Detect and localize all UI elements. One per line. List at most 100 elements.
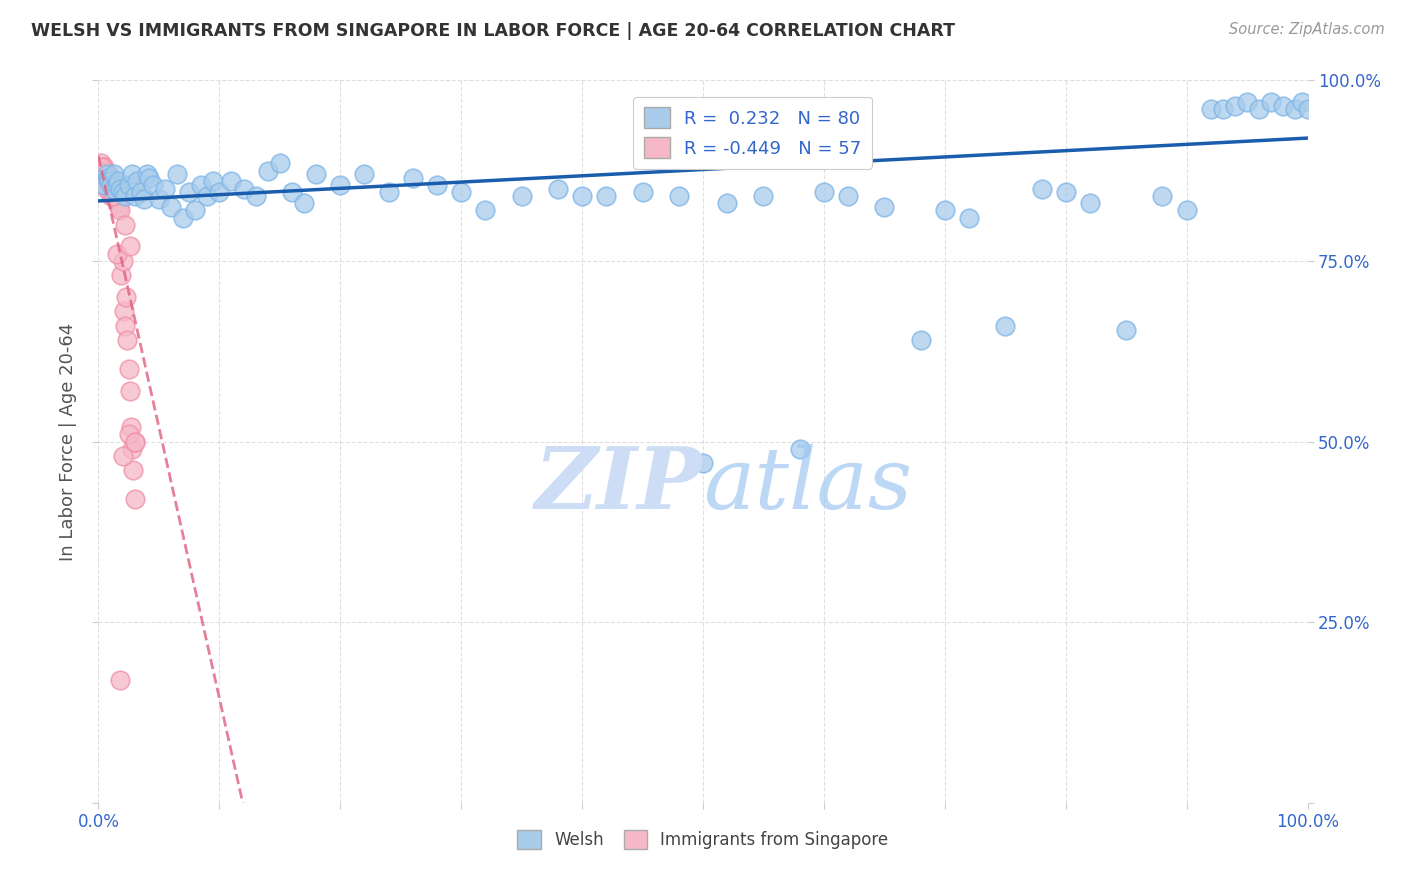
Point — [510, 189, 533, 203]
Point — [1272, 98, 1295, 112]
Point — [101, 182, 124, 196]
Point — [837, 189, 859, 203]
Point — [571, 189, 593, 203]
Point — [329, 178, 352, 192]
Point — [108, 200, 131, 214]
Point — [107, 196, 129, 211]
Point — [96, 167, 118, 181]
Point — [121, 167, 143, 181]
Point — [208, 186, 231, 200]
Point — [124, 189, 146, 203]
Point — [105, 193, 128, 207]
Point — [103, 178, 125, 192]
Point — [122, 463, 145, 477]
Point — [93, 167, 115, 181]
Point — [118, 239, 141, 253]
Point — [104, 186, 127, 200]
Point — [98, 174, 121, 188]
Point — [118, 384, 141, 398]
Point — [110, 268, 132, 283]
Point — [595, 189, 617, 203]
Point — [1249, 102, 1271, 116]
Point — [232, 182, 254, 196]
Point — [631, 186, 654, 200]
Point — [292, 196, 315, 211]
Point — [1175, 203, 1198, 218]
Point — [94, 170, 117, 185]
Point — [94, 163, 117, 178]
Point — [100, 186, 122, 200]
Point — [1296, 102, 1319, 116]
Point — [1212, 102, 1234, 116]
Point — [160, 200, 183, 214]
Point — [93, 178, 115, 192]
Point — [1260, 95, 1282, 109]
Point — [910, 334, 932, 348]
Point — [108, 673, 131, 687]
Text: Source: ZipAtlas.com: Source: ZipAtlas.com — [1229, 22, 1385, 37]
Point — [179, 186, 201, 200]
Point — [1054, 186, 1077, 200]
Point — [114, 218, 136, 232]
Point — [112, 304, 135, 318]
Point — [118, 362, 141, 376]
Point — [98, 174, 121, 188]
Point — [97, 170, 120, 185]
Point — [91, 160, 114, 174]
Point — [115, 290, 138, 304]
Point — [96, 174, 118, 188]
Point — [124, 434, 146, 449]
Text: ZIP: ZIP — [536, 443, 703, 526]
Point — [93, 167, 115, 181]
Point — [118, 178, 141, 192]
Point — [101, 186, 124, 200]
Point — [221, 174, 243, 188]
Point — [91, 167, 114, 181]
Point — [117, 334, 139, 348]
Point — [96, 182, 118, 196]
Point — [108, 203, 131, 218]
Point — [716, 196, 738, 211]
Point — [450, 186, 472, 200]
Point — [166, 167, 188, 181]
Point — [245, 189, 267, 203]
Text: atlas: atlas — [703, 443, 912, 526]
Point — [138, 170, 160, 185]
Point — [1115, 322, 1137, 336]
Point — [124, 434, 146, 449]
Point — [135, 167, 157, 181]
Point — [353, 167, 375, 181]
Point — [1291, 95, 1313, 109]
Point — [474, 203, 496, 218]
Point — [202, 174, 225, 188]
Point — [107, 174, 129, 188]
Point — [269, 156, 291, 170]
Point — [100, 178, 122, 192]
Point — [97, 178, 120, 192]
Point — [108, 182, 131, 196]
Point — [668, 189, 690, 203]
Point — [105, 178, 128, 192]
Point — [994, 318, 1017, 333]
Point — [377, 186, 399, 200]
Point — [281, 186, 304, 200]
Point — [547, 182, 569, 196]
Point — [114, 189, 136, 203]
Point — [752, 189, 775, 203]
Point — [91, 170, 114, 185]
Point — [129, 186, 152, 200]
Point — [873, 200, 896, 214]
Point — [1284, 102, 1306, 116]
Point — [934, 203, 956, 218]
Point — [402, 170, 425, 185]
Y-axis label: In Labor Force | Age 20-64: In Labor Force | Age 20-64 — [59, 322, 77, 561]
Point — [190, 178, 212, 192]
Point — [105, 246, 128, 260]
Point — [172, 211, 194, 225]
Point — [96, 167, 118, 181]
Point — [104, 189, 127, 203]
Point — [103, 167, 125, 181]
Point — [89, 163, 111, 178]
Point — [256, 163, 278, 178]
Point — [1223, 98, 1246, 112]
